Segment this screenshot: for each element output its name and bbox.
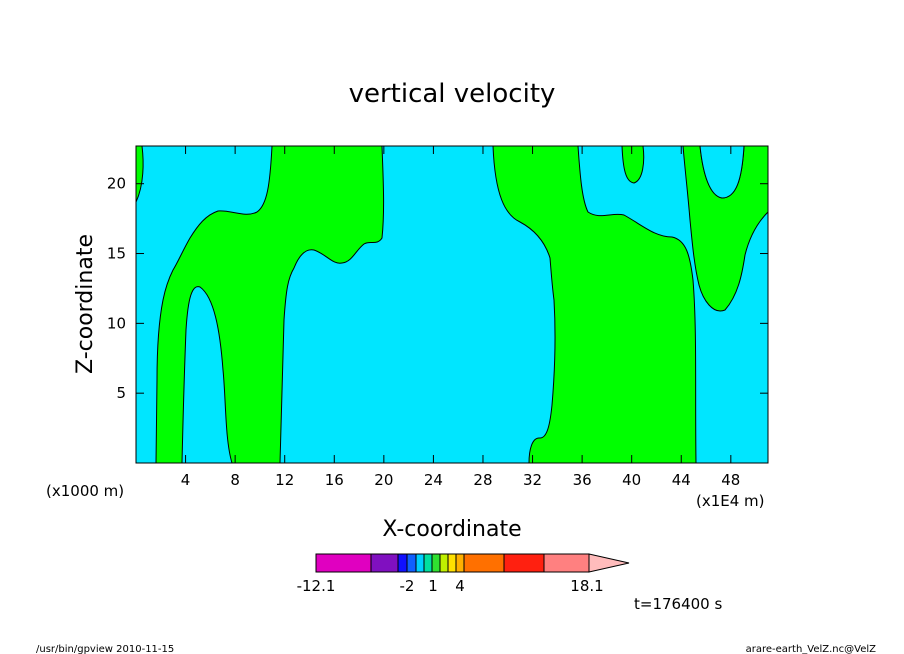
colorbar-segment	[503, 553, 545, 573]
colorbar-label: 1	[428, 577, 438, 595]
y-tick-label: 15	[107, 245, 126, 263]
negative-bubble-far-right	[699, 145, 745, 199]
colorbar-extend-arrow	[588, 553, 630, 573]
colorbar-label: -2	[400, 577, 415, 595]
x-tick-label: 24	[424, 471, 443, 489]
colorbar-label: -12.1	[297, 577, 336, 595]
footer-right: arare-earth_VelZ.nc@VelZ	[746, 644, 877, 654]
x-tick-label: 36	[573, 471, 592, 489]
y-tick-label: 10	[107, 314, 126, 332]
positive-region-left-plume	[155, 145, 385, 464]
x-tick-label: 16	[325, 471, 344, 489]
colorbar-segment	[447, 553, 457, 573]
y-tick-label: 5	[116, 384, 126, 402]
y-axis-ticks: 5 10 15 20	[107, 175, 768, 402]
y-axis-label: Z-coordinate	[73, 234, 98, 374]
colorbar-segment	[315, 553, 372, 573]
colorbar-label: 18.1	[570, 577, 603, 595]
colorbar-segment	[455, 553, 465, 573]
x-tick-label: 40	[622, 471, 641, 489]
plot-frame	[135, 145, 769, 464]
x-unit-left: (x1000 m)	[46, 482, 124, 500]
colorbar-segment	[439, 553, 449, 573]
x-axis-ticks: 4 8 12 16 20 24 28 32 36 40 44 48	[181, 146, 740, 489]
colorbar-segment	[397, 553, 408, 573]
x-tick-label: 28	[473, 471, 492, 489]
colorbar	[315, 553, 630, 573]
x-tick-label: 44	[672, 471, 691, 489]
colorbar-segment	[415, 553, 425, 573]
positive-region-right	[621, 145, 645, 184]
x-unit-right: (x1E4 m)	[696, 492, 765, 510]
chart-title: vertical velocity	[349, 79, 556, 109]
x-tick-label: 48	[721, 471, 740, 489]
colorbar-labels: -12.1 -2 1 4 18.1	[297, 577, 604, 595]
footer-left: /usr/bin/gpview 2010-11-15	[36, 644, 174, 654]
time-label: t=176400 s	[634, 595, 722, 613]
colorbar-segment	[423, 553, 433, 573]
x-tick-label: 20	[374, 471, 393, 489]
colorbar-segment	[543, 553, 590, 573]
colorbar-segment	[406, 553, 417, 573]
colorbar-label: 4	[455, 577, 465, 595]
x-axis-label: X-coordinate	[382, 517, 521, 542]
colorbar-segment	[370, 553, 399, 573]
y-tick-label: 20	[107, 175, 126, 193]
colorbar-segment	[463, 553, 505, 573]
x-tick-label: 32	[523, 471, 542, 489]
positive-region-center-right	[492, 145, 697, 464]
x-tick-label: 12	[275, 471, 294, 489]
x-tick-label: 4	[181, 471, 191, 489]
colorbar-segment	[431, 553, 441, 573]
x-tick-label: 8	[230, 471, 240, 489]
